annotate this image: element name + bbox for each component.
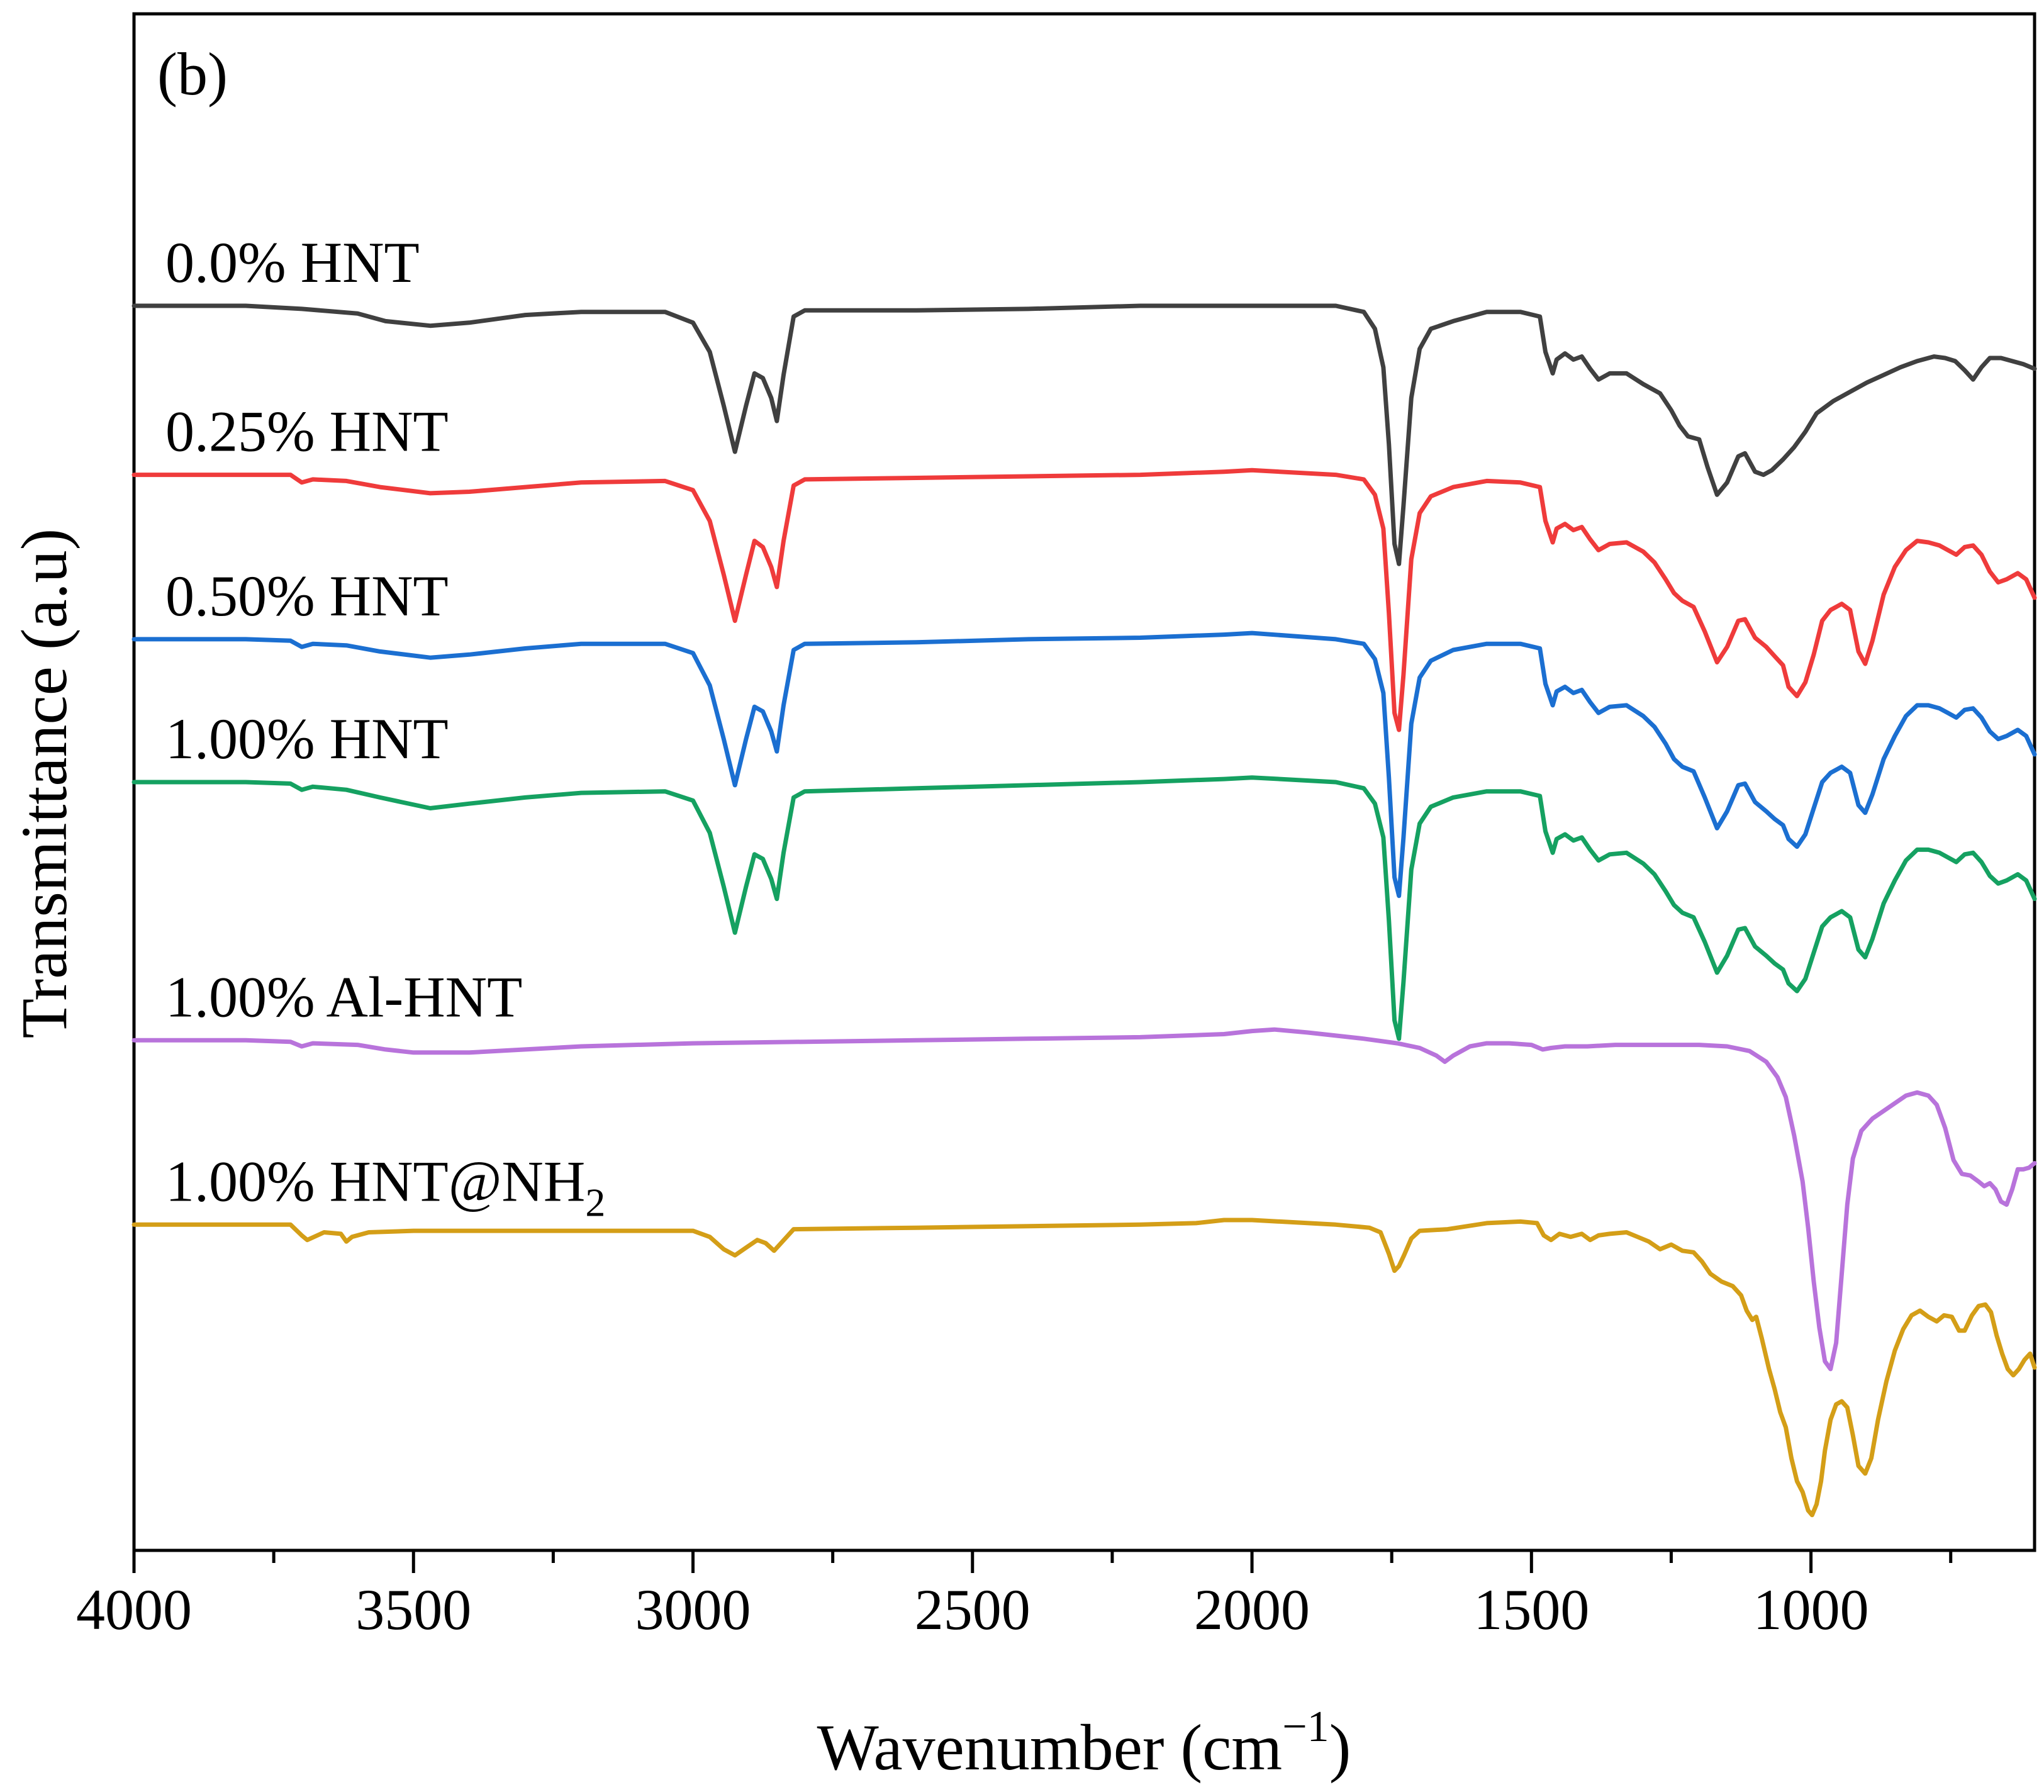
x-tick-label-0: 4000: [76, 1577, 192, 1642]
x-tick-label-5: 1500: [1473, 1577, 1589, 1642]
series-line-4: [131, 1027, 2037, 1372]
x-axis-title-close: ): [1329, 1711, 1351, 1784]
x-axis-title-main: Wavenumber (cm: [817, 1711, 1283, 1784]
series-label-main-5: 1.00% HNT@NH: [165, 1149, 585, 1213]
series-line-3: [131, 775, 2037, 1041]
x-tick-label-2: 3000: [635, 1577, 751, 1642]
series-label-2: 0.50% HNT: [165, 564, 449, 628]
panel-label: (b): [157, 40, 228, 108]
x-tick-label-3: 2500: [915, 1577, 1030, 1642]
x-axis-title: Wavenumber (cm−1): [817, 1703, 1351, 1784]
series-line-1: [131, 468, 2037, 732]
series-label-4: 1.00% Al-HNT: [165, 965, 522, 1029]
x-tick-label-4: 2000: [1194, 1577, 1310, 1642]
series-label-5: 1.00% HNT@NH2: [165, 1149, 605, 1224]
series-label-main-0: 0.0% HNT: [165, 230, 420, 294]
y-axis-title: Transmittance (a.u): [8, 529, 81, 1039]
series-label-3: 1.00% HNT: [165, 707, 449, 771]
series-label-main-2: 0.50% HNT: [165, 564, 449, 628]
series-label-0: 0.0% HNT: [165, 230, 420, 294]
series-label-main-3: 1.00% HNT: [165, 707, 449, 771]
x-tick-label-6: 1000: [1753, 1577, 1869, 1642]
series-label-main-1: 0.25% HNT: [165, 400, 449, 464]
series-label-subscript-5: 2: [585, 1180, 605, 1224]
series-line-2: [131, 630, 2037, 899]
series-label-layer: 0.0% HNT 0.25% HNT 0.50% HNT 1.00% HNT 1.00%…: [165, 230, 605, 1224]
series-label-main-4: 1.00% Al-HNT: [165, 965, 522, 1029]
series-line-5: [131, 1218, 2037, 1518]
x-axis-title-exponent: −1: [1282, 1703, 1329, 1751]
series-label-1: 0.25% HNT: [165, 400, 449, 464]
x-axis-ticks: 4000 3500 3000 2500 2000 1500 1000: [76, 1550, 1953, 1642]
x-tick-label-1: 3500: [355, 1577, 471, 1642]
series-layer: [131, 303, 2037, 1518]
series-line-0: [131, 303, 2037, 566]
